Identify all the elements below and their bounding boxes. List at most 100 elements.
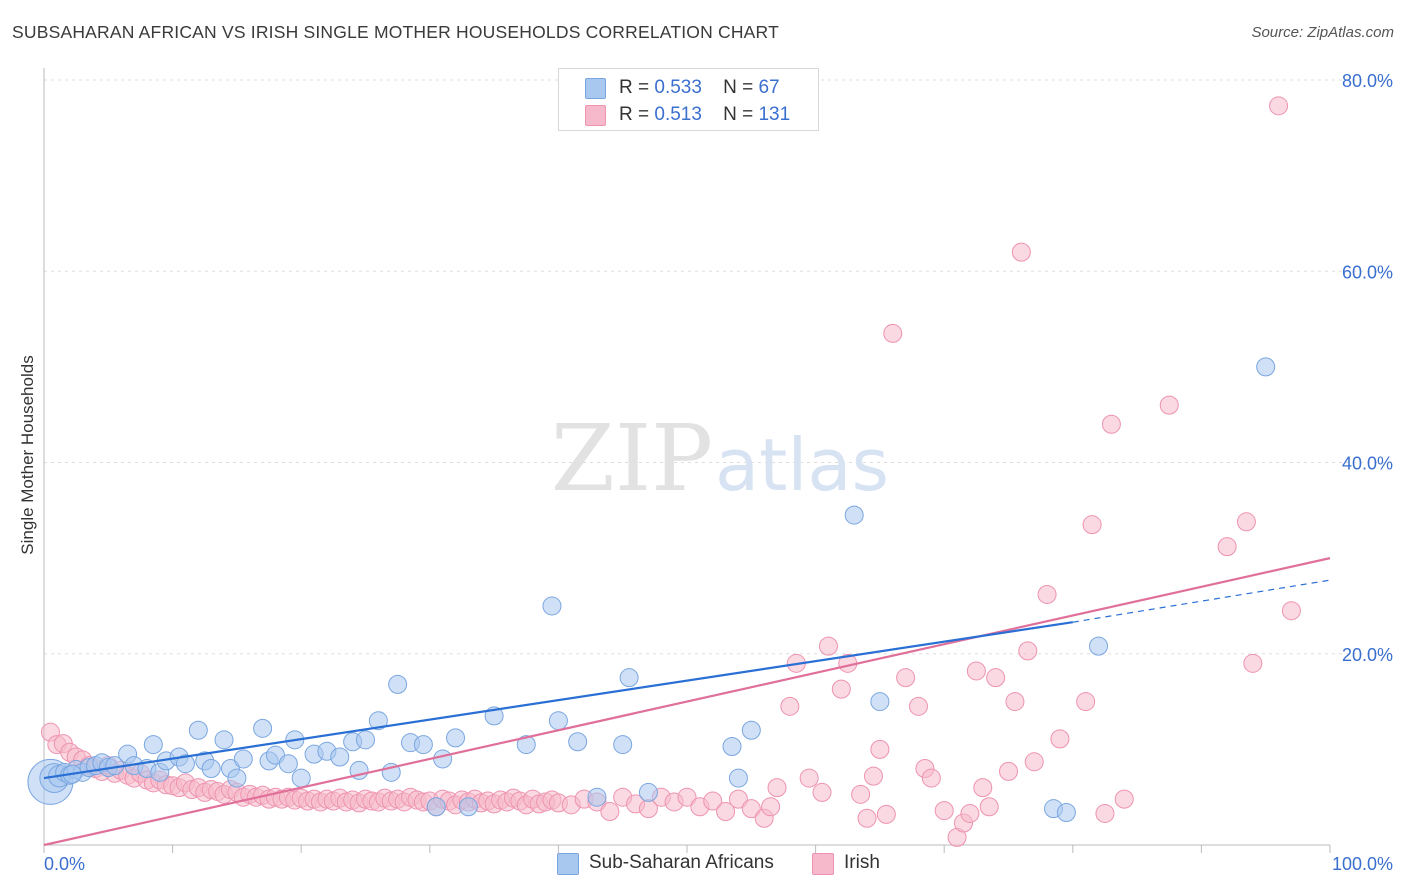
legend-r-label: R = <box>619 77 650 98</box>
subsaharan-point <box>844 505 864 525</box>
legend-label: Sub-Saharan Africans <box>589 852 774 873</box>
irish-point <box>1011 242 1031 262</box>
legend-swatch-blue <box>557 853 579 875</box>
subsaharan-point <box>278 754 298 774</box>
irish-points <box>40 96 1301 847</box>
subsaharan-points <box>27 357 1276 822</box>
irish-point <box>1281 601 1301 621</box>
irish-point <box>1236 512 1256 532</box>
axes <box>43 68 1331 853</box>
y-tick-label: 20.0% <box>1342 645 1393 665</box>
legend-n-label: N = <box>723 77 754 98</box>
subsaharan-point <box>568 732 588 752</box>
irish-point <box>896 668 916 688</box>
x-tick-label: 100.0% <box>1332 854 1393 874</box>
irish-point <box>818 636 838 656</box>
legend-n-label: N = <box>723 104 754 125</box>
legend-r-value: 0.513 <box>654 104 702 125</box>
grid-lines <box>44 79 1393 655</box>
subsaharan-point <box>388 674 408 694</box>
subsaharan-point <box>214 730 234 750</box>
subsaharan-point <box>638 782 658 802</box>
irish-point <box>1217 537 1237 557</box>
irish-point <box>960 803 980 823</box>
irish-point <box>1024 752 1044 772</box>
legend-r-label: R = <box>619 104 650 125</box>
irish-point <box>1243 653 1263 673</box>
irish-point <box>921 768 941 788</box>
legend-swatch-blue <box>585 78 606 99</box>
watermark-zip: ZIP <box>551 405 713 512</box>
irish-point <box>831 679 851 699</box>
subsaharan-point <box>516 735 536 755</box>
watermark-atlas: atlas <box>715 423 889 507</box>
y-tick-label: 60.0% <box>1342 262 1393 282</box>
legend-label: Irish <box>844 852 880 873</box>
subsaharan-point <box>722 737 742 757</box>
irish-point <box>883 323 903 343</box>
irish-point <box>716 802 736 822</box>
subsaharan-point <box>227 768 247 788</box>
subsaharan-point <box>542 596 562 616</box>
subsaharan-point <box>291 768 311 788</box>
legend-r-value: 0.533 <box>654 77 702 98</box>
trend-lines <box>43 557 1331 847</box>
irish-point <box>741 799 761 819</box>
irish-point <box>728 789 748 809</box>
irish-point <box>1101 414 1121 434</box>
subsaharan-point <box>1056 802 1076 822</box>
irish-point <box>863 766 883 786</box>
x-tick-label: 0.0% <box>44 854 85 874</box>
subsaharan-point <box>613 735 633 755</box>
irish-point <box>1018 641 1038 661</box>
legend-n-value: 131 <box>758 104 791 125</box>
subsaharan-point <box>253 718 273 738</box>
irish-point <box>979 797 999 817</box>
irish-point <box>1159 395 1179 415</box>
y-tick-label: 40.0% <box>1342 454 1393 474</box>
irish-point <box>934 801 954 821</box>
irish-point <box>1037 584 1057 604</box>
irish-point <box>973 778 993 798</box>
irish-point <box>1082 515 1102 535</box>
subsaharan-trend-line <box>43 621 1073 780</box>
irish-point <box>851 784 871 804</box>
subsaharan-point <box>143 735 163 755</box>
irish-point <box>1114 789 1134 809</box>
irish-point <box>1269 96 1289 116</box>
subsaharan-point <box>188 720 208 740</box>
irish-point <box>908 696 928 716</box>
irish-point <box>966 661 986 681</box>
source-label: Source: ZipAtlas.com <box>1251 24 1394 41</box>
tick-labels: 20.0% 40.0% 60.0% 80.0% 0.0% 100.0% <box>44 71 1393 874</box>
chart-title: SUBSAHARAN AFRICAN VS IRISH SINGLE MOTHE… <box>12 22 779 42</box>
subsaharan-point <box>1089 636 1109 656</box>
subsaharan-point <box>426 797 446 817</box>
irish-point <box>1005 692 1025 712</box>
subsaharan-point <box>619 668 639 688</box>
irish-point <box>999 761 1018 781</box>
irish-point <box>600 802 620 822</box>
subsaharan-point <box>446 728 466 748</box>
subsaharan-point <box>458 797 478 817</box>
subsaharan-point <box>413 735 433 755</box>
irish-point <box>799 768 819 788</box>
subsaharan-point <box>433 749 453 769</box>
irish-point <box>767 778 787 798</box>
subsaharan-point <box>330 747 350 767</box>
subsaharan-point <box>368 711 388 731</box>
subsaharan-point <box>356 730 375 750</box>
legend-swatch-pink <box>812 853 834 875</box>
watermark: ZIP atlas <box>551 405 889 512</box>
irish-point <box>780 696 800 716</box>
irish-point <box>1095 803 1115 823</box>
irish-point <box>870 739 890 759</box>
legend-n-value: 67 <box>758 77 780 98</box>
subsaharan-point <box>201 759 221 778</box>
subsaharan-point <box>233 749 253 769</box>
irish-point <box>986 668 1006 688</box>
irish-point <box>761 797 781 817</box>
irish-point <box>812 782 832 802</box>
legend-swatch-pink <box>585 105 606 126</box>
